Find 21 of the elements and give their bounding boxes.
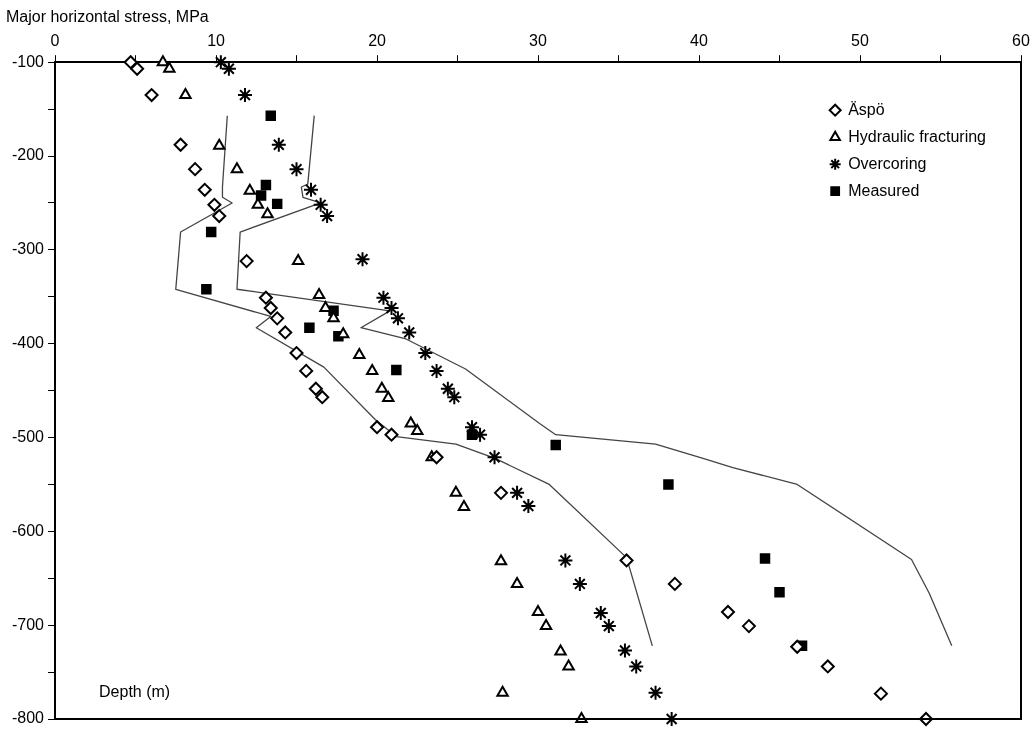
x-tick-label: 20 (368, 32, 387, 50)
x-axis-title: Major horizontal stress, MPa (6, 8, 209, 25)
x-tick-label: 30 (529, 32, 548, 50)
legend-label: Hydraulic fracturing (848, 127, 986, 145)
y-tick-label: -600 (11, 521, 45, 539)
x-tick-label: 40 (690, 32, 709, 50)
y-tick-label: -100 (11, 52, 45, 70)
legend-label: Äspö (848, 100, 885, 118)
y-tick-label: -500 (11, 427, 45, 445)
y-tick-label: -800 (11, 709, 45, 727)
y-axis-title: Depth (m) (99, 683, 171, 700)
legend-label: Measured (848, 181, 920, 199)
y-tick-label: -300 (11, 240, 45, 258)
x-tick-label: 50 (851, 32, 869, 50)
legend-label: Overcoring (848, 154, 927, 172)
y-tick-label: -200 (11, 146, 45, 164)
x-tick-label: 60 (1012, 32, 1030, 50)
y-tick-label: -700 (11, 615, 45, 633)
x-tick-label: 0 (50, 32, 60, 50)
y-tick-label: -400 (11, 334, 45, 352)
x-tick-label: 10 (207, 32, 226, 50)
